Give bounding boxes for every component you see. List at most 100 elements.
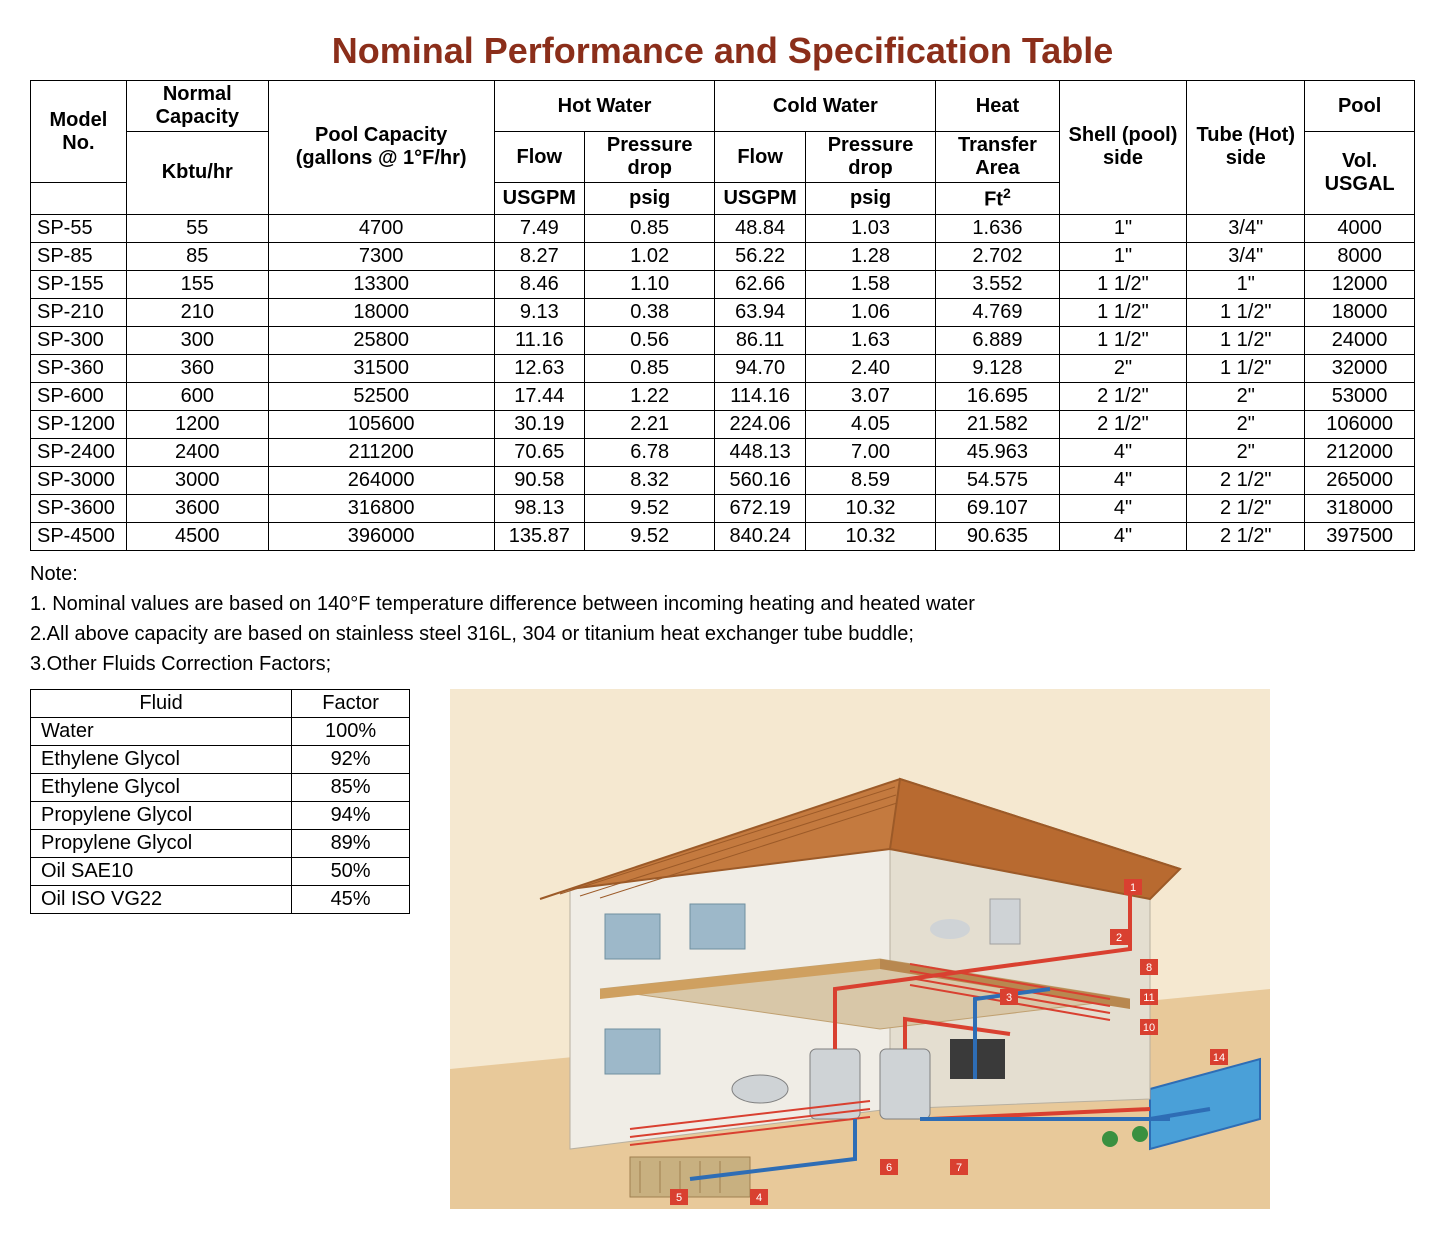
table-cell: 316800	[268, 494, 494, 522]
table-cell: 89%	[292, 829, 410, 857]
table-cell: 106000	[1305, 410, 1415, 438]
th-shell: Shell (pool) side	[1059, 81, 1187, 215]
table-row: SP-210210180009.130.3863.941.064.7691 1/…	[31, 298, 1415, 326]
table-cell: 8.59	[805, 466, 935, 494]
th-ft2: Ft2	[936, 183, 1059, 215]
table-cell: 3.552	[936, 270, 1059, 298]
table-cell: 211200	[268, 438, 494, 466]
notes-block: Note: 1. Nominal values are based on 140…	[30, 559, 1415, 679]
table-cell: 63.94	[715, 298, 805, 326]
table-cell: 1 1/2"	[1059, 326, 1187, 354]
table-cell: 448.13	[715, 438, 805, 466]
table-cell: 3000	[126, 466, 268, 494]
table-row: SP-6006005250017.441.22114.163.0716.6952…	[31, 382, 1415, 410]
table-cell: SP-85	[31, 242, 127, 270]
table-cell: 264000	[268, 466, 494, 494]
table-cell: 2 1/2"	[1059, 382, 1187, 410]
table-cell: 56.22	[715, 242, 805, 270]
table-cell: 98.13	[494, 494, 584, 522]
table-cell: 4500	[126, 522, 268, 550]
th-transfer-area: Transfer Area	[936, 132, 1059, 183]
svg-text:4: 4	[756, 1192, 762, 1204]
table-cell: 0.85	[584, 214, 714, 242]
table-cell: 92%	[292, 745, 410, 773]
table-cell: 90.635	[936, 522, 1059, 550]
table-cell: SP-210	[31, 298, 127, 326]
table-cell: SP-360	[31, 354, 127, 382]
table-row: Water100%	[31, 717, 410, 745]
table-cell: 1 1/2"	[1059, 298, 1187, 326]
table-cell: SP-4500	[31, 522, 127, 550]
table-cell: 2 1/2"	[1059, 410, 1187, 438]
table-cell: 2400	[126, 438, 268, 466]
th-factor: Factor	[292, 689, 410, 717]
table-row: Oil SAE1050%	[31, 857, 410, 885]
table-row: SP-155155133008.461.1062.661.583.5521 1/…	[31, 270, 1415, 298]
table-cell: 1"	[1187, 270, 1305, 298]
table-cell: 30.19	[494, 410, 584, 438]
table-cell: 69.107	[936, 494, 1059, 522]
table-cell: 155	[126, 270, 268, 298]
note-2: 2.All above capacity are based on stainl…	[30, 619, 1415, 649]
th-fluid: Fluid	[31, 689, 292, 717]
table-cell: 90.58	[494, 466, 584, 494]
table-cell: 45%	[292, 885, 410, 913]
table-cell: 1.63	[805, 326, 935, 354]
svg-text:11: 11	[1143, 992, 1154, 1004]
table-cell: 85%	[292, 773, 410, 801]
factor-table: Fluid Factor Water100% Ethylene Glycol92%…	[30, 689, 410, 914]
table-cell: 105600	[268, 410, 494, 438]
table-row: SP-3000300026400090.588.32560.168.5954.5…	[31, 466, 1415, 494]
table-cell: 7.49	[494, 214, 584, 242]
table-cell: 25800	[268, 326, 494, 354]
table-cell: 3/4"	[1187, 242, 1305, 270]
th-vol: Vol. USGAL	[1305, 132, 1415, 215]
th-pool: Pool	[1305, 81, 1415, 132]
th-blank	[31, 183, 127, 215]
table-cell: 4.05	[805, 410, 935, 438]
th-model: Model No.	[31, 81, 127, 183]
table-cell: 397500	[1305, 522, 1415, 550]
table-cell: 9.128	[936, 354, 1059, 382]
table-cell: 3.07	[805, 382, 935, 410]
svg-text:2: 2	[1116, 932, 1122, 944]
table-cell: 672.19	[715, 494, 805, 522]
table-cell: 55	[126, 214, 268, 242]
table-cell: 6.889	[936, 326, 1059, 354]
table-cell: 300	[126, 326, 268, 354]
svg-text:8: 8	[1146, 962, 1152, 974]
table-cell: 21.582	[936, 410, 1059, 438]
table-cell: 2"	[1187, 382, 1305, 410]
table-cell: SP-600	[31, 382, 127, 410]
table-cell: 1.06	[805, 298, 935, 326]
table-cell: 8000	[1305, 242, 1415, 270]
th-heat: Heat	[936, 81, 1059, 132]
table-cell: 3/4"	[1187, 214, 1305, 242]
table-cell: 2 1/2"	[1187, 466, 1305, 494]
svg-text:10: 10	[1143, 1022, 1155, 1034]
table-cell: 2 1/2"	[1187, 522, 1305, 550]
th-kbtu: Kbtu/hr	[126, 132, 268, 215]
table-cell: 11.16	[494, 326, 584, 354]
table-cell: 1200	[126, 410, 268, 438]
table-cell: 0.38	[584, 298, 714, 326]
table-cell: 45.963	[936, 438, 1059, 466]
th-cold-water: Cold Water	[715, 81, 936, 132]
table-cell: 2.21	[584, 410, 714, 438]
table-cell: 135.87	[494, 522, 584, 550]
svg-text:6: 6	[886, 1162, 892, 1174]
table-cell: 1 1/2"	[1059, 270, 1187, 298]
svg-text:5: 5	[676, 1192, 682, 1204]
table-cell: SP-155	[31, 270, 127, 298]
table-cell: 53000	[1305, 382, 1415, 410]
table-cell: 4.769	[936, 298, 1059, 326]
table-cell: 18000	[268, 298, 494, 326]
table-cell: 4"	[1059, 466, 1187, 494]
table-cell: Ethylene Glycol	[31, 773, 292, 801]
page-title: Nominal Performance and Specification Ta…	[30, 30, 1415, 72]
table-cell: 1.02	[584, 242, 714, 270]
th-hot-water: Hot Water	[494, 81, 715, 132]
table-row: SP-45004500396000135.879.52840.2410.3290…	[31, 522, 1415, 550]
table-row: SP-2400240021120070.656.78448.137.0045.9…	[31, 438, 1415, 466]
th-pool-capacity: Pool Capacity (gallons @ 1°F/hr)	[268, 81, 494, 215]
